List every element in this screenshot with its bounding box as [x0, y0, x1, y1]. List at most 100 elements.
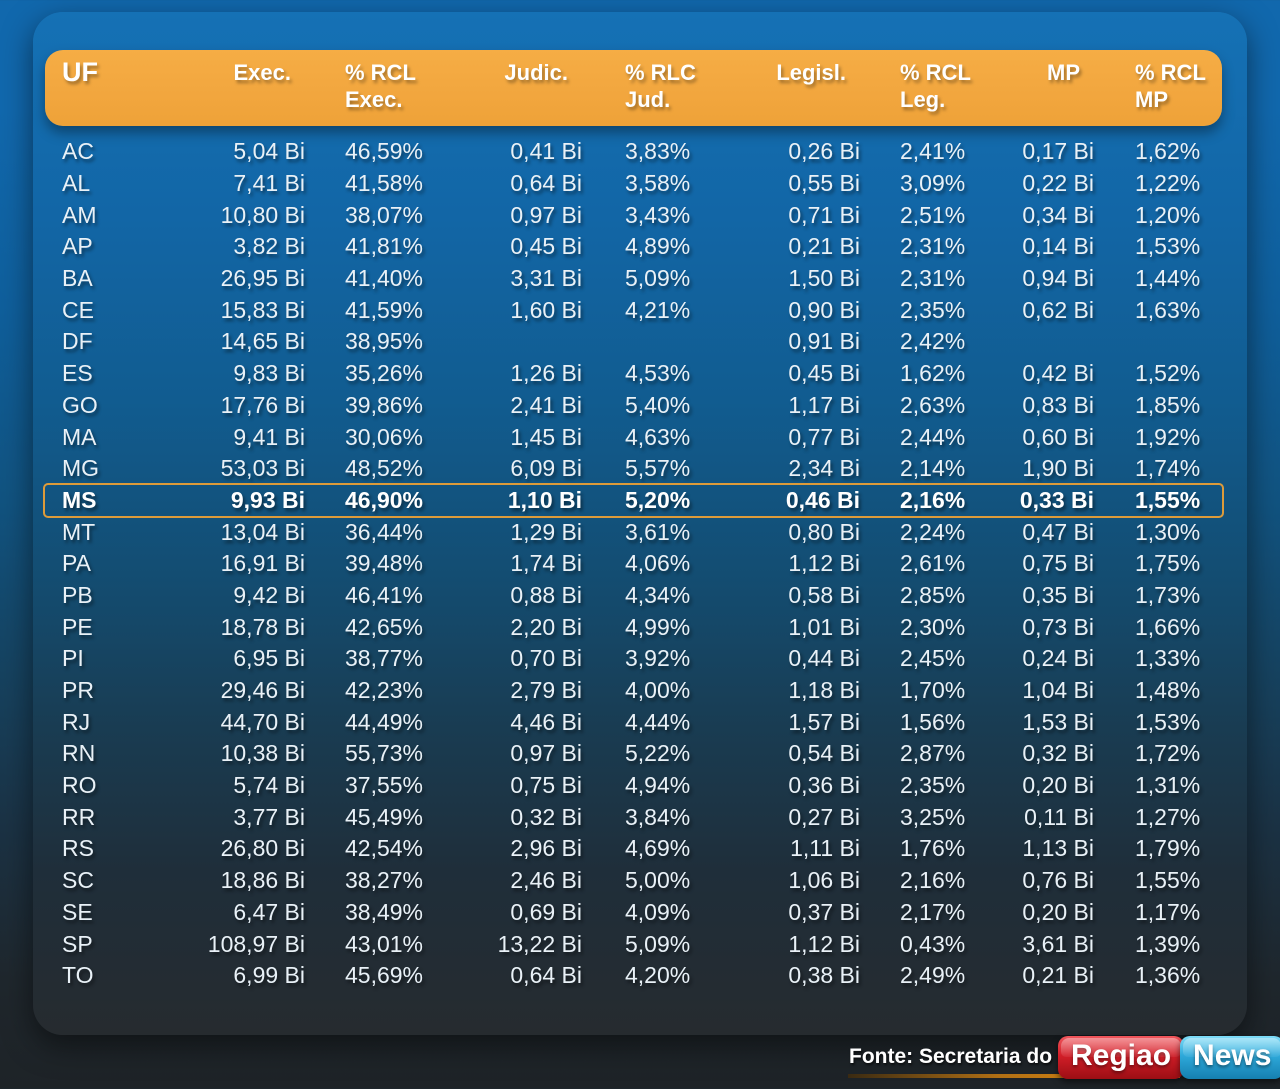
table-cell: 1,36% — [1135, 962, 1201, 989]
table-cell: 1,10 Bi — [507, 486, 582, 513]
uf-cell: GO — [62, 391, 98, 418]
table-cell: 9,41 Bi — [233, 423, 305, 450]
table-cell: 0,76 Bi — [1022, 867, 1094, 894]
table-cell: 1,17% — [1135, 898, 1201, 925]
table-row: AL 7,41 Bi 41,58% 0,64 Bi 3,58% 0,55 Bi 3,09% 0… — [45, 168, 1222, 200]
table-cell: 1,29 Bi — [510, 518, 582, 545]
table-row: PI 6,95 Bi 38,77% 0,70 Bi 3,92% 0,44 Bi 2,45% 0… — [45, 643, 1222, 675]
table-cell: 1,27% — [1135, 803, 1201, 830]
table-cell: 13,04 Bi — [220, 518, 305, 545]
table-cell: 41,58% — [345, 170, 424, 197]
table-cell: 1,17 Bi — [788, 391, 860, 418]
table-cell: 4,09% — [625, 898, 691, 925]
uf-cell: CE — [62, 296, 94, 323]
table-cell: 0,37 Bi — [788, 898, 860, 925]
uf-cell: BA — [62, 265, 93, 292]
table-cell: 2,35% — [900, 296, 966, 323]
table-cell: 46,90% — [345, 486, 424, 513]
table-cell: 0,80 Bi — [788, 518, 860, 545]
table-cell: 39,86% — [345, 391, 424, 418]
table-cell: 3,58% — [625, 170, 691, 197]
table-cell: 1,70% — [900, 677, 966, 704]
table-cell: 9,83 Bi — [233, 360, 305, 387]
table-cell: 0,22 Bi — [1022, 170, 1094, 197]
table-cell: 0,32 Bi — [1022, 740, 1094, 767]
table-cell: 2,51% — [900, 201, 966, 228]
table-cell: 2,41% — [900, 138, 966, 165]
uf-cell: DF — [62, 328, 93, 355]
table-cell: 10,38 Bi — [220, 740, 305, 767]
table-cell: 0,44 Bi — [788, 645, 860, 672]
table-cell: 0,64 Bi — [510, 962, 582, 989]
table-cell: 1,79% — [1135, 835, 1201, 862]
table-cell: 1,56% — [900, 708, 966, 735]
table-cell: 9,42 Bi — [233, 581, 305, 608]
table-cell: 2,85% — [900, 581, 966, 608]
uf-cell: AP — [62, 233, 93, 260]
table-cell: 29,46 Bi — [220, 677, 305, 704]
table-body: AC 5,04 Bi 46,59% 0,41 Bi 3,83% 0,26 Bi 2,41% 0… — [43, 136, 1224, 992]
table-cell: 1,04 Bi — [1022, 677, 1094, 704]
table-cell: 2,24% — [900, 518, 966, 545]
table-cell: 1,45 Bi — [510, 423, 582, 450]
table-cell: 3,82 Bi — [233, 233, 305, 260]
table-cell: 3,61 Bi — [1022, 930, 1094, 957]
table-cell: 0,97 Bi — [510, 201, 582, 228]
table-cell: 5,22% — [625, 740, 691, 767]
table-cell: 1,74% — [1135, 455, 1201, 482]
table-card: UF Exec. % RCL Exec. Judic. % RLC Jud. Legisl.%… — [33, 12, 1247, 1035]
table-cell: 0,46 Bi — [785, 486, 860, 513]
source-underline — [848, 1074, 1180, 1078]
table-cell: 5,74 Bi — [233, 772, 305, 799]
table-cell: 2,44% — [900, 423, 966, 450]
table-cell: 2,17% — [900, 898, 966, 925]
table-cell: 3,43% — [625, 201, 691, 228]
table-row: SE 6,47 Bi 38,49% 0,69 Bi 4,09% 0,37 Bi 2,17% 0… — [45, 897, 1222, 929]
table-cell: 44,70 Bi — [220, 708, 305, 735]
uf-cell: PI — [62, 645, 84, 672]
table-cell: 1,12 Bi — [788, 550, 860, 577]
table-cell: 30,06% — [345, 423, 424, 450]
table-cell: 4,69% — [625, 835, 691, 862]
table-cell: 1,55% — [1135, 867, 1201, 894]
table-cell: 4,34% — [625, 581, 691, 608]
table-cell: 3,77 Bi — [233, 803, 305, 830]
uf-cell: PB — [62, 581, 93, 608]
table-cell: 1,72% — [1135, 740, 1201, 767]
table-cell: 0,41 Bi — [510, 138, 582, 165]
table-cell: 0,91 Bi — [788, 328, 860, 355]
table-cell: 53,03 Bi — [220, 455, 305, 482]
table-row: RS 26,80 Bi 42,54% 2,96 Bi 4,69% 1,11 Bi 1,76%… — [45, 833, 1222, 865]
table-cell: 41,59% — [345, 296, 424, 323]
table-row: AM 10,80 Bi 38,07% 0,97 Bi 3,43% 0,71 Bi 2,51%… — [45, 199, 1222, 231]
table-cell: 108,97 Bi — [207, 930, 305, 957]
table-cell: 35,26% — [345, 360, 424, 387]
table-cell: 44,49% — [345, 708, 424, 735]
table-cell: 4,99% — [625, 613, 691, 640]
table-cell: 2,96 Bi — [510, 835, 582, 862]
table-cell: 0,45 Bi — [788, 360, 860, 387]
table-row: RR 3,77 Bi 45,49% 0,32 Bi 3,84% 0,27 Bi 3,25% 0… — [45, 801, 1222, 833]
table-cell: 0,20 Bi — [1022, 898, 1094, 925]
table-cell: 2,30% — [900, 613, 966, 640]
table-cell: 1,13 Bi — [1022, 835, 1094, 862]
table-cell: 13,22 Bi — [497, 930, 582, 957]
header-cell: Legisl. — [776, 60, 846, 85]
table-cell: 4,00% — [625, 677, 691, 704]
table-cell: 0,47 Bi — [1022, 518, 1094, 545]
uf-cell: TO — [62, 962, 94, 989]
table-cell: 4,06% — [625, 550, 691, 577]
table-row: SP 108,97 Bi 43,01% 13,22 Bi 5,09% 1,12 Bi 0,4… — [45, 928, 1222, 960]
table-cell: 2,61% — [900, 550, 966, 577]
table-cell: 4,20% — [625, 962, 691, 989]
table-cell: 0,75 Bi — [510, 772, 582, 799]
table-cell: 1,55% — [1135, 486, 1201, 513]
table-cell: 1,85% — [1135, 391, 1201, 418]
table-cell: 2,20 Bi — [510, 613, 582, 640]
table-cell: 42,65% — [345, 613, 424, 640]
table-cell: 2,45% — [900, 645, 966, 672]
table-cell: 1,57 Bi — [788, 708, 860, 735]
table-cell: 36,44% — [345, 518, 424, 545]
table-cell: 1,52% — [1135, 360, 1201, 387]
table-cell: 0,54 Bi — [788, 740, 860, 767]
